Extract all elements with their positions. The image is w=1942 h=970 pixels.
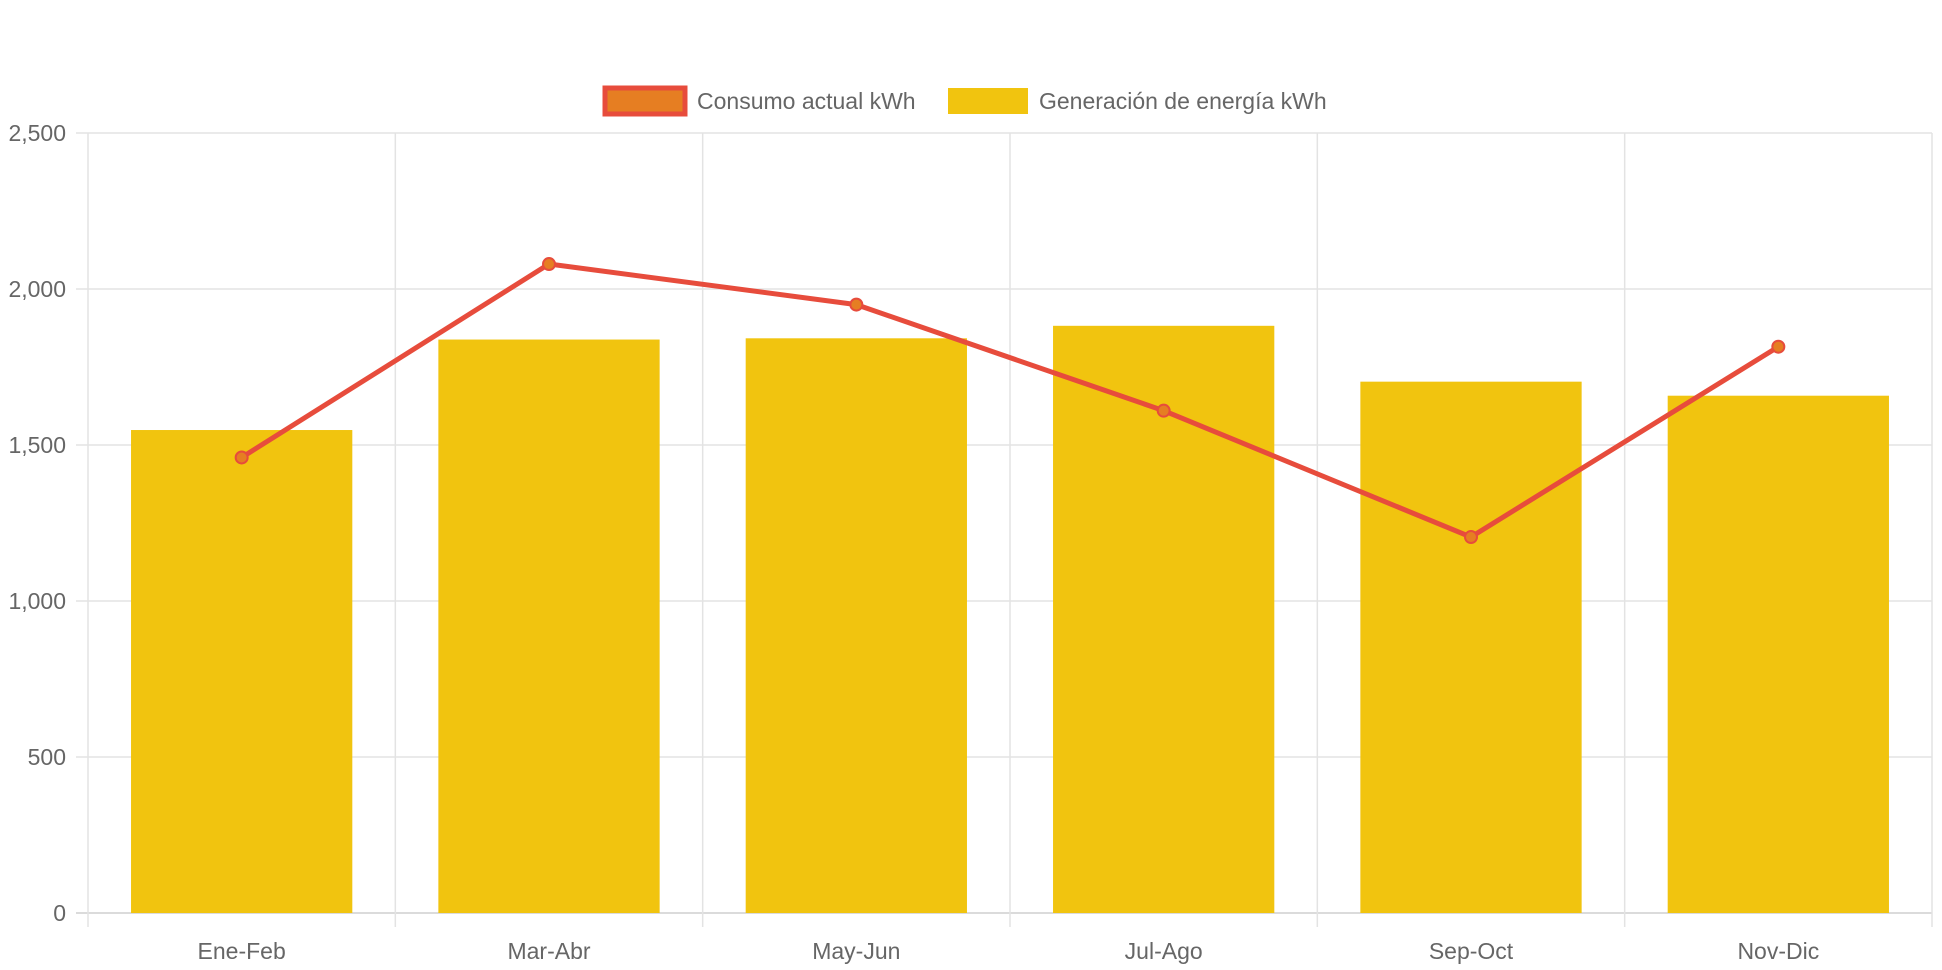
x-tick-label: Sep-Oct bbox=[1429, 938, 1514, 964]
bar-series bbox=[131, 325, 1889, 914]
point-consumo[interactable] bbox=[1464, 530, 1478, 545]
legend-swatch-consumo[interactable] bbox=[602, 85, 688, 117]
point-consumo[interactable] bbox=[234, 450, 249, 465]
line-series bbox=[240, 261, 1780, 540]
x-tick-label: Ene-Feb bbox=[198, 938, 286, 964]
bar-generacion[interactable] bbox=[1360, 381, 1582, 913]
bar-generacion[interactable] bbox=[1053, 325, 1275, 913]
x-tick-label: Mar-Abr bbox=[507, 938, 590, 964]
legend-label-consumo[interactable]: Consumo actual kWh bbox=[697, 88, 916, 114]
point-consumo[interactable] bbox=[1156, 403, 1171, 418]
line-consumo bbox=[240, 261, 1780, 540]
legend-label-generacion[interactable]: Generación de energía kWh bbox=[1039, 88, 1327, 114]
grid-lines bbox=[76, 132, 1933, 927]
axes: 0 500 1,000 1,500 2,000 2,500 Ene-Feb Mar-Abr Ma… bbox=[8, 120, 1819, 964]
y-tick-label: 2,000 bbox=[8, 276, 66, 302]
y-tick-label: 0 bbox=[53, 900, 66, 926]
bar-generacion[interactable] bbox=[438, 339, 660, 913]
x-tick-label: Jul-Ago bbox=[1125, 938, 1203, 964]
point-consumo[interactable] bbox=[542, 257, 556, 272]
y-tick-label: 1,000 bbox=[8, 588, 66, 614]
x-tick-label: Nov-Dic bbox=[1737, 938, 1819, 964]
legend: Consumo actual kWh Generación de energía… bbox=[602, 85, 1327, 117]
bar-generacion[interactable] bbox=[131, 430, 353, 913]
y-tick-label: 2,500 bbox=[8, 120, 66, 146]
line-points bbox=[234, 257, 1786, 545]
bar-generacion[interactable] bbox=[745, 338, 967, 913]
point-consumo[interactable] bbox=[849, 297, 864, 312]
legend-swatch-generacion[interactable] bbox=[948, 88, 1028, 114]
x-tick-label: May-Jun bbox=[812, 938, 900, 964]
point-consumo[interactable] bbox=[1771, 339, 1786, 354]
bar-generacion[interactable] bbox=[1667, 395, 1889, 914]
y-tick-label: 1,500 bbox=[8, 432, 66, 458]
y-tick-label: 500 bbox=[28, 744, 66, 770]
